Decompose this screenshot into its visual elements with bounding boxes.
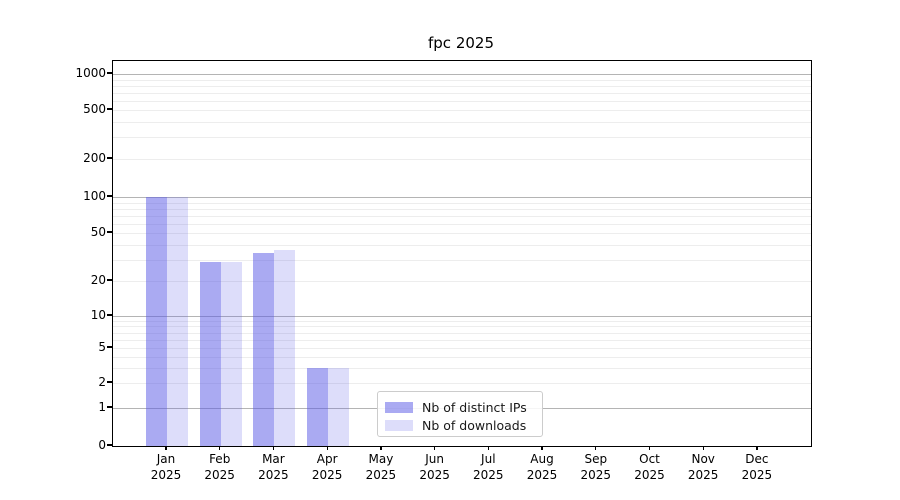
x-tick-mark — [487, 446, 489, 450]
y-tick-mark — [107, 346, 112, 348]
y-tick-mark — [107, 314, 112, 316]
y-tick-label: 50 — [90, 225, 106, 239]
gridline — [113, 348, 811, 349]
gridline — [113, 74, 811, 75]
x-tick-label: Sep 2025 — [580, 452, 612, 482]
gridline — [113, 259, 811, 261]
x-tick-mark — [756, 446, 758, 450]
gridline — [113, 79, 811, 81]
x-tick-mark — [219, 446, 221, 450]
x-tick-label: Feb 2025 — [204, 452, 235, 482]
x-tick-mark — [541, 446, 543, 450]
gridline — [113, 316, 811, 317]
gridline — [113, 367, 811, 369]
legend-label-distinct-ips: Nb of distinct IPs — [422, 399, 527, 415]
x-tick-label: Oct 2025 — [634, 452, 665, 482]
x-tick-label: May 2025 — [365, 452, 397, 482]
x-tick-mark — [165, 446, 167, 450]
x-tick-label: Jan 2025 — [150, 452, 182, 482]
x-tick-label: Apr 2025 — [311, 452, 343, 482]
gridline — [113, 121, 811, 123]
gridline — [113, 202, 811, 204]
gridline — [113, 197, 811, 198]
gridline — [113, 383, 811, 384]
bar-apr-downloads — [328, 367, 350, 446]
gridline — [113, 215, 811, 217]
bar-feb-distinct-ips — [199, 261, 221, 446]
x-tick-mark — [380, 446, 382, 450]
gridline — [113, 159, 811, 160]
x-tick-mark — [595, 446, 597, 450]
gridline — [113, 223, 811, 225]
y-tick-label: 0 — [98, 438, 106, 452]
y-tick-label: 20 — [90, 273, 106, 287]
y-tick-label: 1000 — [75, 66, 106, 80]
bar-feb-downloads — [220, 261, 242, 446]
gridline — [113, 332, 811, 334]
y-tick-label: 5 — [98, 340, 106, 354]
bar-mar-downloads — [274, 250, 296, 446]
y-tick-label: 500 — [83, 102, 106, 116]
gridline — [113, 339, 811, 341]
y-tick-label: 1 — [98, 400, 106, 414]
legend-swatch-distinct-ips — [385, 401, 413, 413]
gridline — [113, 320, 811, 322]
plot-area — [112, 60, 812, 447]
legend-item-downloads: Nb of downloads — [385, 417, 534, 433]
y-tick-mark — [107, 231, 112, 233]
gridline — [113, 85, 811, 87]
x-tick-label: Jun 2025 — [419, 452, 450, 482]
gridline — [113, 100, 811, 102]
bar-jan-distinct-ips — [146, 197, 167, 446]
y-tick-label: 2 — [98, 375, 106, 389]
legend-swatch-downloads — [385, 419, 413, 431]
x-tick-mark — [648, 446, 651, 450]
gridline — [113, 244, 811, 246]
gridline — [113, 137, 811, 139]
y-tick-mark — [107, 406, 112, 408]
gridline — [113, 110, 811, 111]
legend: Nb of distinct IPs Nb of downloads — [377, 391, 543, 437]
gridline — [113, 356, 811, 358]
legend-label-downloads: Nb of downloads — [422, 417, 527, 433]
x-tick-mark — [326, 446, 328, 450]
bar-apr-distinct-ips — [307, 367, 329, 446]
bar-mar-distinct-ips — [253, 253, 275, 446]
gridline — [113, 92, 811, 94]
gridline — [113, 326, 811, 328]
x-tick-label: Dec 2025 — [741, 452, 773, 482]
bar-jan-downloads — [167, 197, 188, 446]
y-tick-label: 200 — [83, 151, 106, 165]
y-tick-mark — [107, 108, 112, 110]
y-tick-mark — [107, 279, 112, 281]
y-tick-mark — [107, 381, 112, 383]
y-tick-mark — [107, 72, 112, 74]
chart-title: fpc 2025 — [428, 34, 494, 52]
x-tick-label: Nov 2025 — [687, 452, 719, 482]
x-tick-mark — [702, 446, 704, 450]
gridline — [113, 233, 811, 234]
gridline — [113, 281, 811, 282]
x-tick-label: Aug 2025 — [526, 452, 558, 482]
x-tick-mark — [272, 446, 275, 450]
y-tick-label: 10 — [90, 308, 106, 322]
gridline — [113, 208, 811, 210]
y-tick-mark — [107, 195, 112, 197]
legend-item-distinct-ips: Nb of distinct IPs — [385, 399, 534, 415]
x-tick-label: Jul 2025 — [473, 452, 504, 482]
y-tick-mark — [107, 157, 112, 159]
y-tick-label: 100 — [83, 189, 106, 203]
x-tick-mark — [433, 446, 436, 450]
x-tick-label: Mar 2025 — [258, 452, 289, 482]
y-tick-mark — [107, 444, 112, 446]
